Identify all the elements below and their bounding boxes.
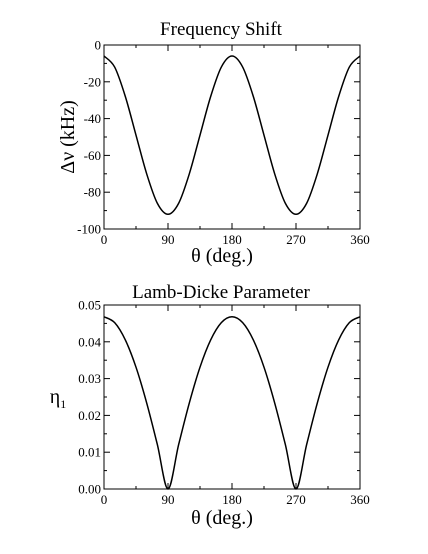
chart1-y-tick-label: -60 <box>84 148 101 163</box>
chart1-y-tick-label: -40 <box>84 111 101 126</box>
chart2-x-axis-label: θ (deg.) <box>191 507 253 529</box>
chart2-ticks <box>103 304 361 490</box>
chart2-x-tick-labels: 0 90 180 270 360 <box>101 492 370 507</box>
chart2-y-tick-labels: 0.05 0.04 0.03 0.02 0.01 0.00 <box>78 298 101 497</box>
chart2-y-tick-label: 0.03 <box>78 371 101 386</box>
chart1-x-tick-label: 180 <box>222 232 242 247</box>
lamb-dicke-chart: Lamb-Dicke Parameter 0 90 180 270 360 0.… <box>50 282 370 529</box>
chart1-y-axis-label: Δν (kHz) <box>57 100 79 174</box>
chart2-x-tick-label: 0 <box>101 492 108 507</box>
chart1-x-tick-label: 270 <box>286 232 306 247</box>
chart1-title: Frequency Shift <box>160 19 283 40</box>
chart2-y-axis-subscript: 1 <box>60 397 66 411</box>
chart1-y-tick-label: -100 <box>77 222 101 237</box>
chart1-y-tick-label: -80 <box>84 185 101 200</box>
chart2-y-axis-symbol: η <box>50 386 60 408</box>
chart1-x-tick-label: 0 <box>101 232 108 247</box>
chart1-y-tick-label: -20 <box>84 74 101 89</box>
chart1-series-line <box>103 55 361 216</box>
chart1-ticks <box>103 44 361 230</box>
chart2-y-tick-label: 0.05 <box>78 298 101 313</box>
chart2-x-tick-label: 360 <box>350 492 370 507</box>
chart2-x-tick-label: 270 <box>286 492 306 507</box>
chart1-y-tick-labels: 0 -20 -40 -60 -80 -100 <box>77 38 101 237</box>
chart1-x-tick-label: 360 <box>350 232 370 247</box>
chart1-x-tick-labels: 0 90 180 270 360 <box>101 232 370 247</box>
chart2-x-tick-label: 180 <box>222 492 242 507</box>
chart1-plot-frame <box>103 44 361 230</box>
chart2-y-tick-label: 0.01 <box>78 445 101 460</box>
chart1-x-tick-label: 90 <box>162 232 175 247</box>
chart2-y-tick-label: 0.02 <box>78 408 101 423</box>
chart2-y-tick-label: 0.04 <box>78 334 101 349</box>
chart1-x-axis-label: θ (deg.) <box>191 245 253 267</box>
chart1-y-tick-label: 0 <box>95 38 102 53</box>
chart2-x-tick-label: 90 <box>162 492 175 507</box>
chart2-title: Lamb-Dicke Parameter <box>132 282 310 303</box>
frequency-shift-chart: Frequency Shift 0 90 180 270 360 0 -20 -… <box>57 19 370 267</box>
chart2-y-axis-label: η1 <box>50 386 66 411</box>
chart2-series-line <box>103 316 361 490</box>
chart2-y-tick-label: 0.00 <box>78 482 101 497</box>
chart2-plot-frame <box>103 304 361 490</box>
